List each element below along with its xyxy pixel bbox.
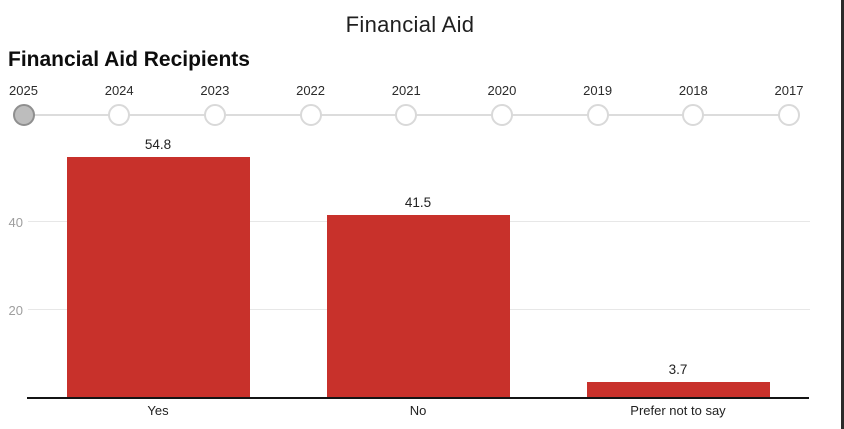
bar-value-label: 54.8 — [144, 136, 172, 152]
category-label-yes: Yes — [147, 403, 169, 418]
year-circle-2022[interactable] — [299, 104, 322, 126]
year-label: 2023 — [200, 83, 230, 98]
year-label: 2022 — [296, 83, 326, 98]
bar-value-label: 41.5 — [404, 195, 432, 211]
bar-prefer-not-to-say[interactable]: 3.7 — [586, 362, 770, 398]
year-circle-2025-selected[interactable] — [12, 104, 35, 126]
x-axis-line — [27, 397, 809, 399]
year-label: 2018 — [678, 83, 708, 98]
plot-area: 54.8 41.5 3.7 — [28, 134, 810, 398]
year-circle-2021[interactable] — [395, 104, 418, 126]
year-label: 2019 — [583, 83, 613, 98]
category-label-no: No — [409, 403, 427, 418]
year-circle-2020[interactable] — [490, 104, 513, 126]
year-circle-2024[interactable] — [108, 104, 131, 126]
year-label: 2020 — [487, 83, 517, 98]
category-label-prefer-not-to-say: Prefer not to say — [630, 403, 726, 418]
y-axis-label: 20 — [8, 303, 23, 318]
page-title: Financial Aid — [345, 12, 475, 37]
year-circle-2017[interactable] — [778, 104, 800, 126]
chart-title: Financial Aid Recipients — [8, 48, 250, 71]
x-axis-labels: Yes No Prefer not to say — [28, 403, 808, 423]
bar-yes[interactable]: 54.8 — [66, 137, 250, 398]
bar-chart: 54.8 41.5 3.7 20 40 — [0, 134, 841, 398]
y-axis-label: 40 — [8, 215, 23, 230]
year-label: 2025 — [9, 83, 38, 98]
year-label: 2017 — [774, 83, 804, 98]
bar-no[interactable]: 41.5 — [326, 195, 510, 398]
year-circle-2023[interactable] — [203, 104, 226, 126]
year-label: 2021 — [391, 83, 421, 98]
year-label: 2024 — [104, 83, 134, 98]
year-slider: 2025 2024 2023 2022 2021 2020 2019 2018 2017 — [0, 0, 841, 135]
year-circle-2018[interactable] — [682, 104, 705, 126]
bar-value-label: 3.7 — [668, 361, 688, 377]
year-circle-2019[interactable] — [586, 104, 609, 126]
